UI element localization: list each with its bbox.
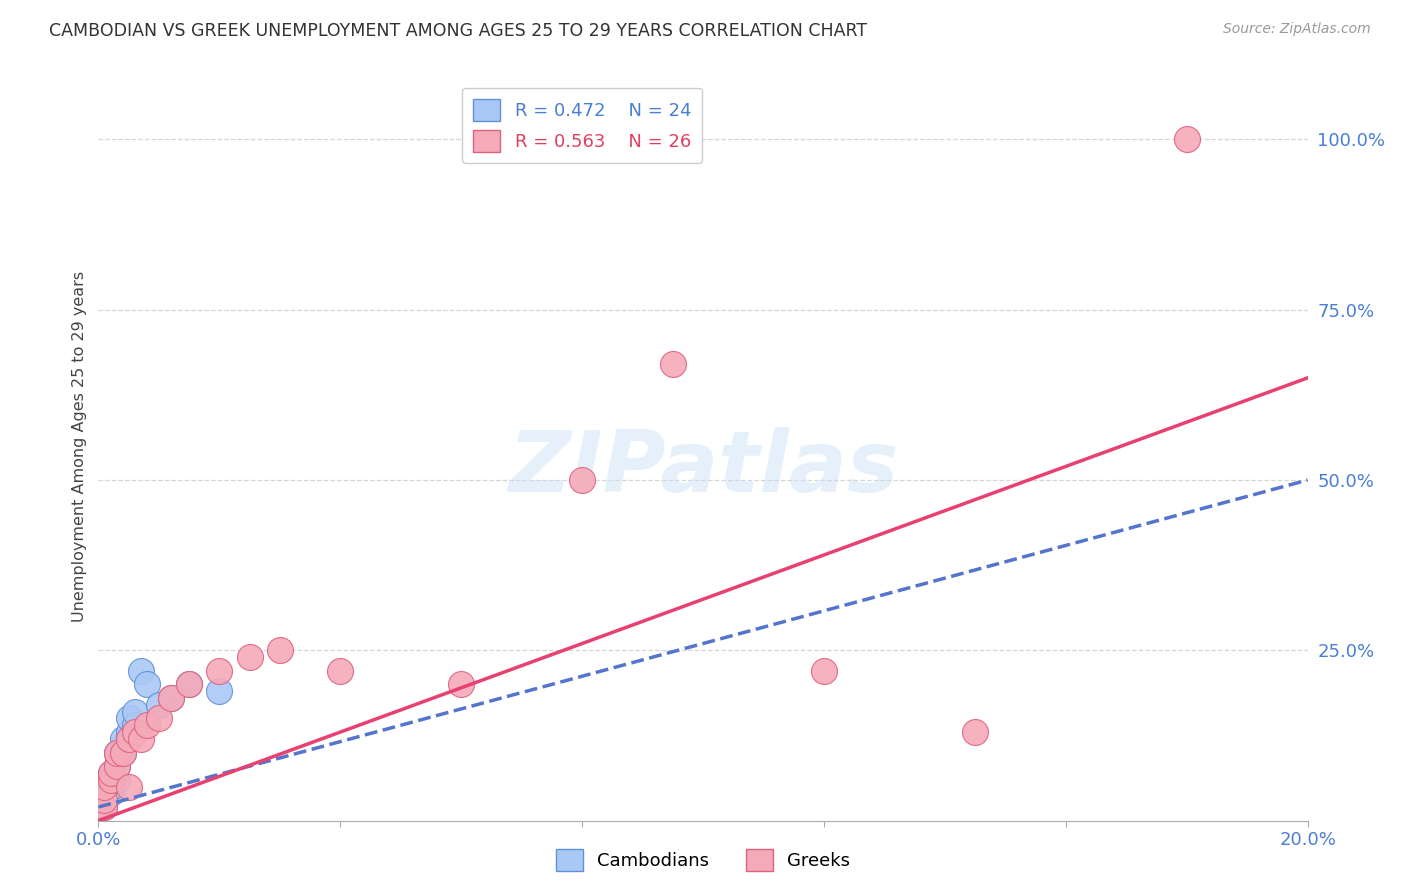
Point [111,746,134,760]
Point [208,664,231,678]
Point [124,705,146,719]
Point [129,664,152,678]
Point [813,664,835,678]
Text: ZIPatlas: ZIPatlas [508,427,898,510]
Point [100,766,122,780]
Point [118,731,141,746]
Point [93,793,115,807]
Point [93,800,115,814]
Point [148,698,170,712]
Point [100,786,122,800]
Point [111,746,134,760]
Point [118,780,141,794]
Point [269,643,291,657]
Point [105,746,128,760]
Point [661,357,683,371]
Point [1175,132,1198,146]
Point [135,677,157,691]
Point [965,725,987,739]
Point [111,731,134,746]
Point [129,731,152,746]
Point [208,684,231,698]
Point [329,664,352,678]
Point [118,711,141,725]
Point [93,780,115,794]
Point [100,772,122,787]
Y-axis label: Unemployment Among Ages 25 to 29 years: Unemployment Among Ages 25 to 29 years [72,270,87,622]
Point [239,650,262,665]
Point [148,711,170,725]
Point [118,731,141,746]
Point [93,800,115,814]
Text: Source: ZipAtlas.com: Source: ZipAtlas.com [1223,22,1371,37]
Point [105,759,128,773]
Point [571,473,593,487]
Legend: Cambodians, Greeks: Cambodians, Greeks [548,842,858,879]
Point [105,772,128,787]
Point [105,746,128,760]
Point [100,766,122,780]
Point [179,677,201,691]
Legend: R = 0.472    N = 24, R = 0.563    N = 26: R = 0.472 N = 24, R = 0.563 N = 26 [463,88,702,162]
Point [100,772,122,787]
Point [111,739,134,753]
Point [93,793,115,807]
Point [105,759,128,773]
Point [135,718,157,732]
Point [100,780,122,794]
Point [124,718,146,732]
Point [160,691,183,706]
Point [450,677,472,691]
Text: CAMBODIAN VS GREEK UNEMPLOYMENT AMONG AGES 25 TO 29 YEARS CORRELATION CHART: CAMBODIAN VS GREEK UNEMPLOYMENT AMONG AG… [49,22,868,40]
Point [160,691,183,706]
Point [93,786,115,800]
Point [118,725,141,739]
Point [124,725,146,739]
Point [179,677,201,691]
